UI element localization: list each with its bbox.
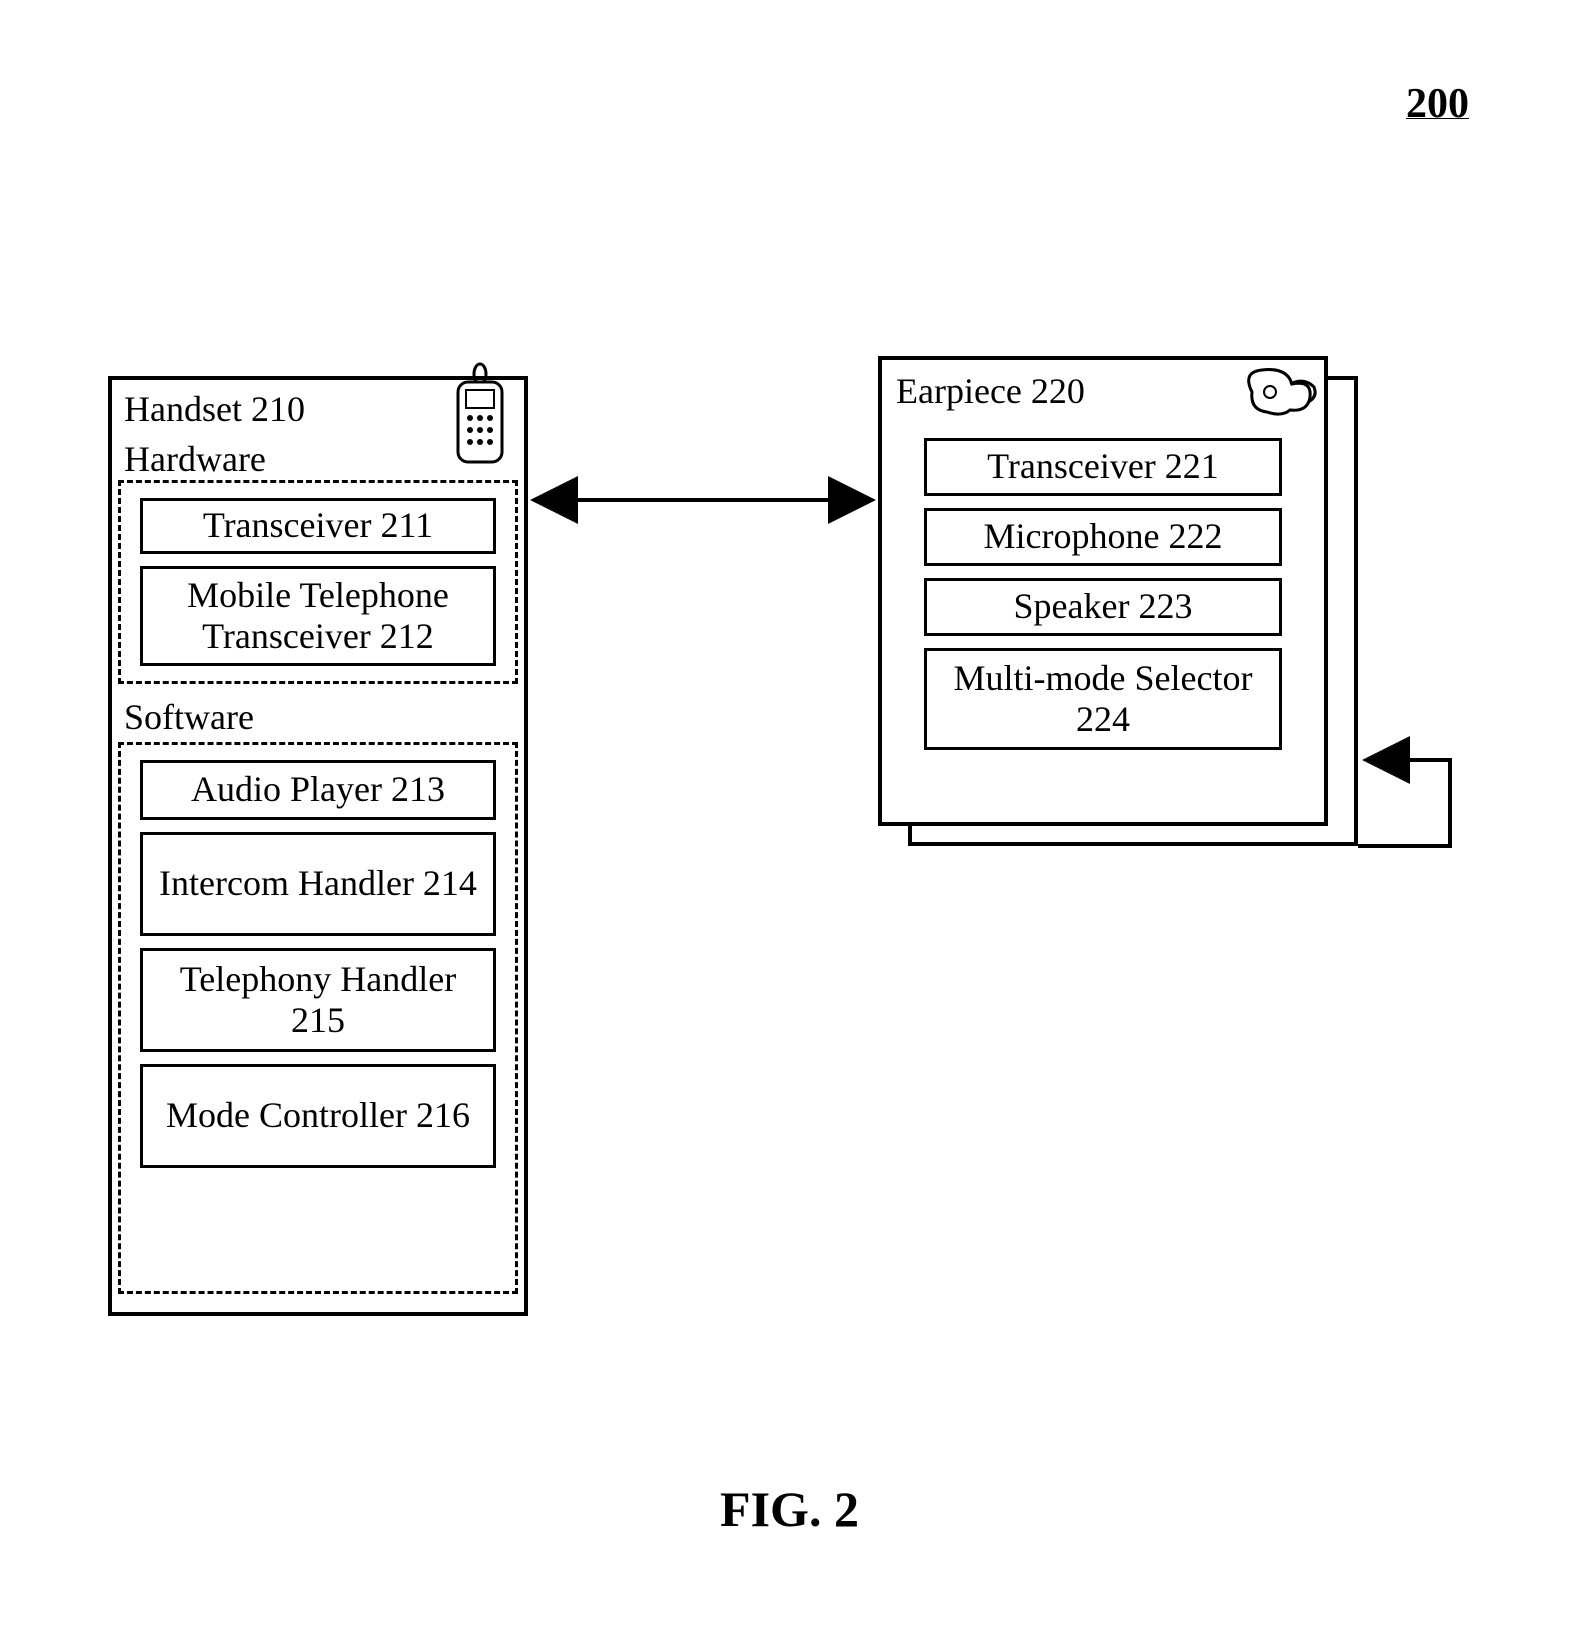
component-text: Multi-mode Selector 224 xyxy=(933,658,1273,741)
software-label-text: Software xyxy=(124,697,254,737)
figure-number: 200 xyxy=(1406,80,1469,128)
component-mobile-telephone-transceiver-212: Mobile Telephone Transceiver 212 xyxy=(140,566,496,666)
figure-number-text: 200 xyxy=(1406,81,1469,127)
component-telephony-handler-215: Telephony Handler 215 xyxy=(140,948,496,1052)
component-transceiver-221: Transceiver 221 xyxy=(924,438,1282,496)
figure-caption: FIG. 2 xyxy=(0,1480,1579,1538)
component-speaker-223: Speaker 223 xyxy=(924,578,1282,636)
component-multimode-selector-224: Multi-mode Selector 224 xyxy=(924,648,1282,750)
component-text: Speaker 223 xyxy=(1014,586,1193,627)
earpiece-title: Earpiece 220 xyxy=(896,370,1085,412)
component-text: Mode Controller 216 xyxy=(166,1095,470,1136)
component-transceiver-211: Transceiver 211 xyxy=(140,498,496,554)
component-text: Audio Player 213 xyxy=(191,769,445,810)
earpiece-title-text: Earpiece 220 xyxy=(896,371,1085,411)
earpiece-icon xyxy=(1232,362,1322,422)
component-text: Intercom Handler 214 xyxy=(159,863,477,904)
component-text: Transceiver 221 xyxy=(987,446,1219,487)
figure-caption-text: FIG. 2 xyxy=(720,1481,859,1537)
hardware-label-text: Hardware xyxy=(124,439,266,479)
handset-title-text: Handset 210 xyxy=(124,389,305,429)
component-text: Telephony Handler 215 xyxy=(149,959,487,1042)
component-intercom-handler-214: Intercom Handler 214 xyxy=(140,832,496,936)
arrow-earpiece-loop xyxy=(1358,760,1450,846)
component-text: Microphone 222 xyxy=(984,516,1223,557)
component-text: Mobile Telephone Transceiver 212 xyxy=(149,575,487,658)
component-microphone-222: Microphone 222 xyxy=(924,508,1282,566)
phone-icon xyxy=(440,362,520,472)
component-audio-player-213: Audio Player 213 xyxy=(140,760,496,820)
component-text: Transceiver 211 xyxy=(203,505,433,546)
software-label: Software xyxy=(124,696,254,738)
hardware-label: Hardware xyxy=(124,438,266,480)
component-mode-controller-216: Mode Controller 216 xyxy=(140,1064,496,1168)
handset-title: Handset 210 xyxy=(124,388,305,430)
